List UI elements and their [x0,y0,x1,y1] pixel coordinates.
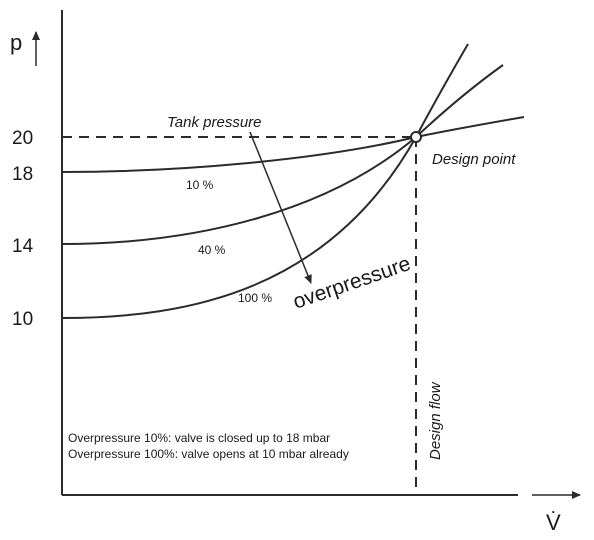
curve-10-label: 10 % [186,178,214,192]
curve-40-percent [61,64,504,245]
curve-10-percent [61,116,525,173]
note-line: Overpressure 10%: valve is closed up to … [68,431,330,445]
y-tick-label: 10 [12,309,33,330]
y-tick-label: 18 [12,164,33,185]
overpressure-label: overpressure [290,252,413,314]
curve-100-label: 100 % [238,291,272,305]
x-axis-label: V̇ [546,510,561,535]
y-tick-label: 20 [12,128,33,149]
curve-40-label: 40 % [198,243,226,257]
curve-100-percent [61,43,469,319]
y-axis-label: p [10,30,22,55]
y-tick-label: 14 [12,236,34,257]
overpressure-arrow [249,131,312,284]
design-point-label: Design point [432,151,516,168]
tank-pressure-label: Tank pressure [167,114,262,131]
note-line: Overpressure 100%: valve opens at 10 mba… [68,447,349,461]
design-flow-label: Design flow [427,381,444,460]
design-point-marker [410,131,422,143]
